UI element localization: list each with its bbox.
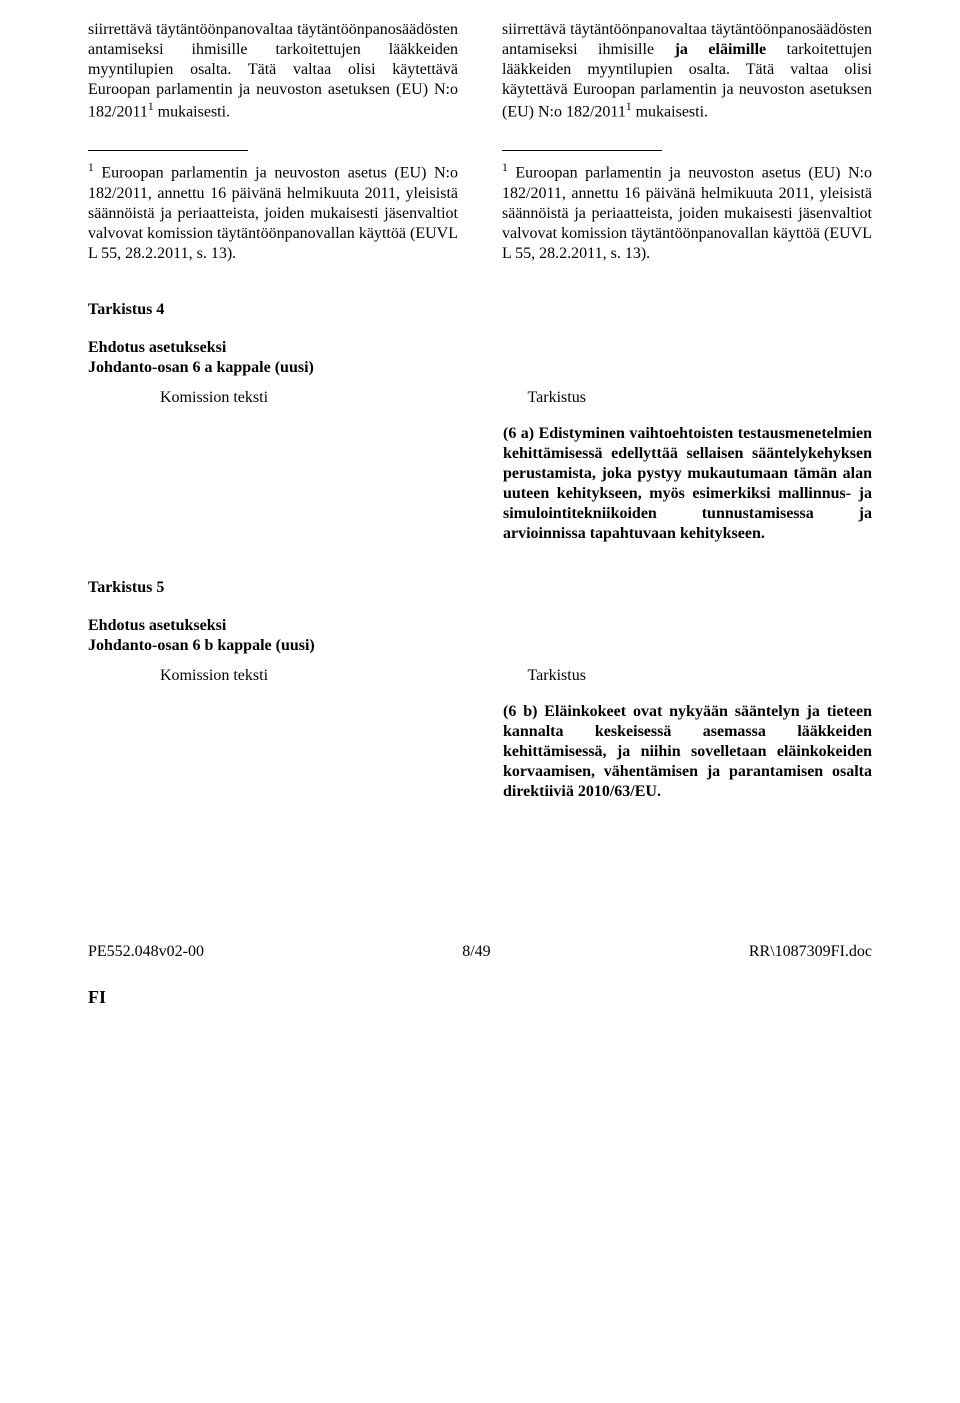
amend4-label-row: Komission teksti Tarkistus	[88, 388, 872, 408]
amend4-location: Johdanto-osan 6 a kappale (uusi)	[88, 358, 872, 378]
amend5-right-label: Tarkistus	[505, 666, 873, 686]
footer-right: RR\1087309FI.doc	[749, 942, 872, 962]
right-column: siirrettävä täytäntöönpanovaltaa täytänt…	[502, 20, 872, 264]
amend4-proposal: Ehdotus asetukseksi	[88, 338, 872, 358]
right-para-bold: ja eläimille	[675, 41, 767, 58]
footnote-separator-left	[88, 150, 248, 151]
footer-left: PE552.048v02-00	[88, 942, 204, 962]
left-para-text: siirrettävä täytäntöönpanovaltaa täytänt…	[88, 21, 458, 120]
right-para-tail: mukaisesti.	[632, 103, 708, 120]
right-footnote: 1 Euroopan parlamentin ja neuvoston aset…	[502, 161, 872, 263]
amend4-right-label: Tarkistus	[505, 388, 873, 408]
footer-center: 8/49	[204, 942, 749, 962]
footnote-separator-right	[502, 150, 662, 151]
comparison-columns: siirrettävä täytäntöönpanovaltaa täytänt…	[88, 20, 872, 264]
left-column: siirrettävä täytäntöönpanovaltaa täytänt…	[88, 20, 458, 264]
left-fn-text: Euroopan parlamentin ja neuvoston asetus…	[88, 165, 458, 262]
right-fn-text: Euroopan parlamentin ja neuvoston asetus…	[502, 165, 872, 262]
amend5-body: (6 b) Eläinkokeet ovat nykyään sääntelyn…	[480, 702, 872, 802]
amend5-left-label: Komission teksti	[88, 666, 505, 686]
amendment-5: Tarkistus 5 Ehdotus asetukseksi Johdanto…	[88, 578, 872, 802]
amend4-title: Tarkistus 4	[88, 300, 872, 320]
amend5-location: Johdanto-osan 6 b kappale (uusi)	[88, 636, 872, 656]
amendment-4: Tarkistus 4 Ehdotus asetukseksi Johdanto…	[88, 300, 872, 544]
left-footnote: 1 Euroopan parlamentin ja neuvoston aset…	[88, 161, 458, 263]
amend5-label-row: Komission teksti Tarkistus	[88, 666, 872, 686]
amend5-title: Tarkistus 5	[88, 578, 872, 598]
right-para: siirrettävä täytäntöönpanovaltaa täytänt…	[502, 20, 872, 122]
left-para-tail: mukaisesti.	[154, 103, 230, 120]
left-para: siirrettävä täytäntöönpanovaltaa täytänt…	[88, 20, 458, 122]
amend4-left-label: Komission teksti	[88, 388, 505, 408]
amend4-body: (6 a) Edistyminen vaihtoehtoisten testau…	[480, 424, 872, 544]
footer-lang: FI	[88, 986, 872, 1009]
page-footer: PE552.048v02-00 8/49 RR\1087309FI.doc	[88, 942, 872, 962]
amend5-proposal: Ehdotus asetukseksi	[88, 616, 872, 636]
